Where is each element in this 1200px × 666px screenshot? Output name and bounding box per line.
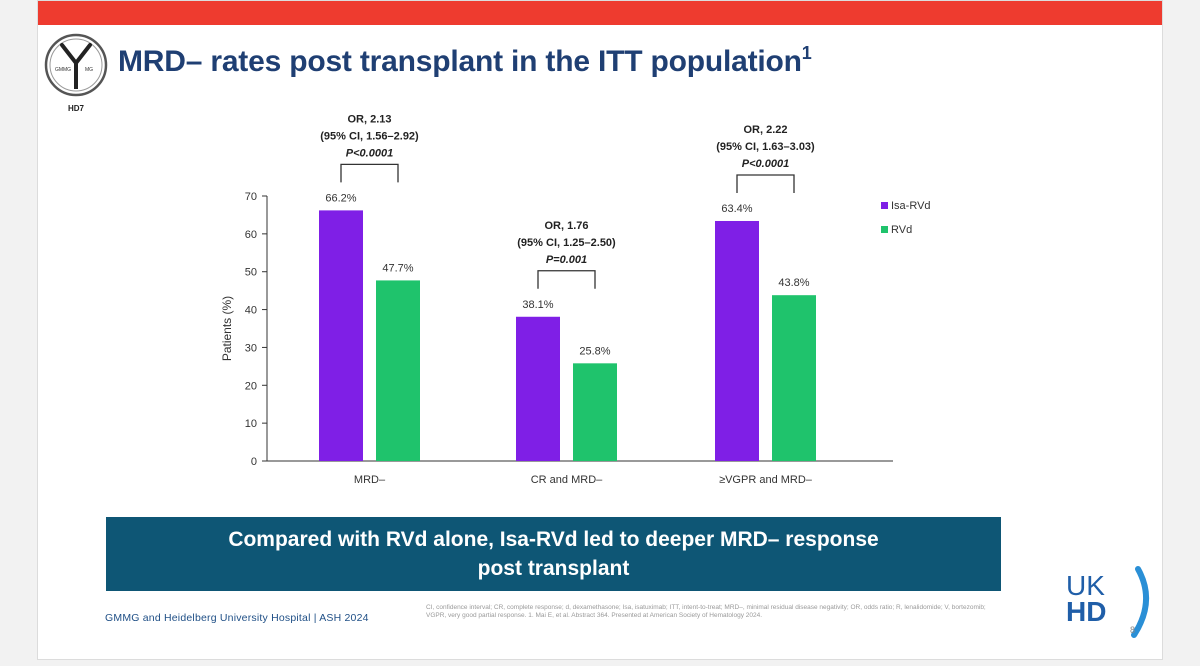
footer-source: GMMG and Heidelberg University Hospital …	[105, 612, 369, 624]
annotation-text: (95% CI, 1.63–3.03)	[716, 141, 815, 153]
bar-isa-rvd	[516, 316, 560, 461]
annotation-text: (95% CI, 1.25–2.50)	[517, 237, 616, 249]
bar-rvd	[772, 295, 816, 461]
legend-swatch	[881, 226, 888, 233]
gmmg-logo: GMMG MG HD7	[44, 33, 108, 113]
y-tick-label: 50	[245, 267, 257, 279]
data-label: 47.7%	[382, 262, 413, 274]
slide: GMMG MG HD7 MRD– rates post transplant i…	[37, 0, 1163, 660]
x-tick-label: CR and MRD–	[531, 474, 603, 486]
title-footnote-mark: 1	[801, 43, 812, 63]
significance-bracket	[340, 163, 399, 183]
ukhd-logo: UK HD	[1066, 566, 1150, 638]
annotation-text: OR, 2.13	[347, 113, 391, 125]
y-axis-title: Patients (%)	[220, 296, 234, 361]
y-tick-label: 60	[245, 229, 257, 241]
significance-bracket	[736, 174, 795, 193]
data-label: 66.2%	[325, 192, 356, 204]
logo-text-left: GMMG	[55, 67, 71, 73]
annotation-text: P<0.0001	[742, 158, 789, 170]
ukhd-line-2: HD	[1066, 596, 1106, 627]
title-text: MRD– rates post transplant in the ITT po…	[118, 45, 802, 78]
key-message-callout: Compared with RVd alone, Isa-RVd led to …	[106, 517, 1001, 591]
data-label: 38.1%	[522, 299, 553, 311]
data-label: 43.8%	[778, 277, 809, 289]
slide-title: MRD– rates post transplant in the ITT po…	[118, 43, 812, 79]
y-tick-label: 10	[245, 418, 257, 430]
y-tick-label: 70	[245, 191, 257, 203]
annotation-text: OR, 1.76	[544, 220, 588, 232]
bar-chart: 0 10 20 30 40 50 60 70 Patients (%) 66.2% 47.7% MRD…	[220, 113, 931, 486]
legend-label: RVd	[891, 224, 912, 236]
bar-rvd	[573, 363, 617, 461]
page-number: 8	[1130, 625, 1136, 635]
ukhd-line-1: UK	[1066, 570, 1105, 601]
top-accent-bar	[38, 1, 1162, 25]
annotation-text: P=0.001	[546, 254, 587, 266]
bar-isa-rvd	[715, 220, 759, 461]
x-tick-label: ≥VGPR and MRD–	[719, 474, 813, 486]
logo-text-right: MG	[85, 67, 93, 73]
x-tick-label: MRD–	[354, 474, 386, 486]
y-tick-label: 20	[245, 380, 257, 392]
y-tick-label: 40	[245, 305, 257, 317]
bar-isa-rvd	[319, 210, 363, 461]
legend-swatch	[881, 202, 888, 209]
y-tick-label: 30	[245, 342, 257, 354]
legend-label: Isa-RVd	[891, 200, 931, 212]
callout-line-1: Compared with RVd alone, Isa-RVd led to …	[228, 528, 879, 551]
bar-rvd	[376, 280, 420, 461]
data-label: 25.8%	[579, 345, 610, 357]
significance-bracket	[537, 270, 596, 289]
annotation-text: P<0.0001	[346, 147, 393, 159]
data-label: 63.4%	[721, 203, 752, 215]
y-tick-label: 0	[251, 456, 257, 468]
callout-line-2: post transplant	[477, 557, 630, 580]
logo-text-bottom: HD7	[68, 104, 85, 113]
annotation-text: (95% CI, 1.56–2.92)	[320, 130, 419, 142]
annotation-text: OR, 2.22	[743, 124, 787, 136]
footer-fineprint: CI, confidence interval; CR, complete re…	[426, 604, 986, 619]
